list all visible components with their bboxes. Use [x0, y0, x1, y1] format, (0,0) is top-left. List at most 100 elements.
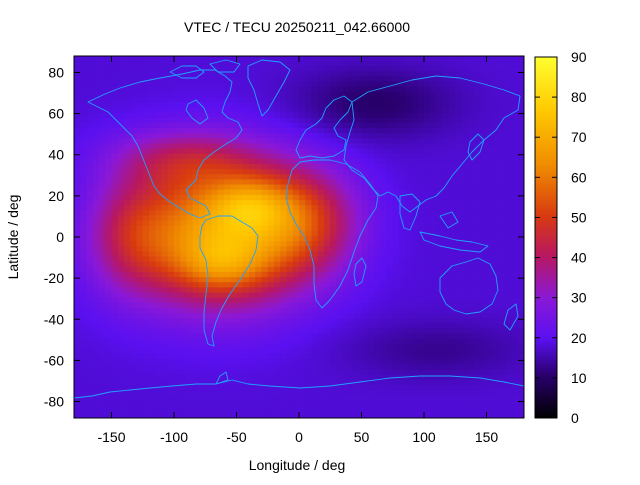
heatmap-cell: [236, 86, 244, 93]
heatmap-cell: [517, 354, 524, 360]
heatmap-cell: [355, 292, 363, 299]
heatmap-cell: [236, 405, 244, 412]
heatmap-cell: [374, 199, 381, 206]
heatmap-cell: [455, 241, 463, 247]
heatmap-cell: [249, 143, 256, 150]
heatmap-cell: [217, 364, 225, 371]
heatmap-cell: [186, 138, 194, 145]
heatmap-cell: [105, 410, 113, 417]
heatmap-cell: [136, 333, 144, 340]
heatmap-cell: [330, 313, 338, 319]
heatmap-cell: [386, 225, 394, 232]
heatmap-cell: [317, 313, 325, 319]
heatmap-cell: [386, 97, 394, 103]
heatmap-cell: [461, 112, 469, 119]
heatmap-cell: [461, 71, 469, 78]
heatmap-cell: [242, 261, 250, 268]
heatmap-cell: [486, 400, 494, 407]
heatmap-cell: [230, 256, 238, 263]
heatmap-cell: [336, 359, 344, 366]
heatmap-cell: [242, 246, 250, 252]
heatmap-cell: [136, 266, 144, 273]
heatmap-cell: [292, 179, 300, 186]
heatmap-cell: [517, 323, 524, 330]
heatmap-cell: [267, 230, 275, 237]
heatmap-cell: [424, 400, 431, 407]
heatmap-cell: [517, 148, 524, 155]
heatmap-cell: [455, 169, 463, 175]
heatmap-cell: [92, 307, 100, 314]
heatmap-cell: [442, 343, 450, 350]
heatmap-cell: [461, 241, 469, 247]
heatmap-cell: [92, 349, 100, 355]
heatmap-cell: [86, 71, 94, 78]
heatmap-cell: [355, 174, 363, 181]
heatmap-cell: [136, 313, 144, 319]
heatmap-cell: [405, 215, 413, 222]
heatmap-cell: [105, 405, 113, 412]
heatmap-cell: [167, 220, 175, 227]
heatmap-cell: [267, 199, 275, 206]
heatmap-cell: [436, 215, 444, 222]
heatmap-cell: [217, 163, 225, 170]
heatmap-cell: [286, 81, 294, 88]
heatmap-cell: [117, 56, 125, 62]
heatmap-cell: [161, 184, 169, 191]
heatmap-cell: [367, 266, 375, 273]
heatmap-cell: [424, 343, 431, 350]
heatmap-cell: [192, 61, 200, 67]
heatmap-cell: [492, 246, 500, 252]
heatmap-cell: [486, 271, 494, 278]
heatmap-cell: [230, 379, 238, 386]
heatmap-cell: [99, 71, 106, 78]
heatmap-cell: [355, 338, 363, 345]
heatmap-cell: [499, 71, 506, 78]
heatmap-cell: [517, 174, 524, 181]
heatmap-cell: [349, 385, 356, 391]
heatmap-cell: [92, 251, 100, 258]
heatmap-cell: [311, 354, 319, 360]
heatmap-cell: [374, 158, 381, 165]
heatmap-cell: [317, 56, 325, 62]
heatmap-cell: [467, 241, 475, 247]
heatmap-cell: [511, 71, 519, 78]
heatmap-cell: [186, 271, 194, 278]
heatmap-cell: [505, 282, 513, 288]
heatmap-cell: [374, 76, 381, 83]
heatmap-cell: [505, 256, 513, 263]
heatmap-cell: [442, 277, 450, 283]
heatmap-cell: [199, 328, 206, 335]
heatmap-cell: [311, 390, 319, 396]
heatmap-cell: [130, 323, 138, 330]
heatmap-cell: [467, 369, 475, 376]
heatmap-cell: [417, 81, 425, 88]
heatmap-cell: [199, 343, 206, 350]
heatmap-cell: [311, 61, 319, 67]
heatmap-cell: [142, 153, 150, 160]
heatmap-cell: [411, 271, 419, 278]
heatmap-cell: [492, 117, 500, 124]
heatmap-cell: [130, 282, 138, 288]
heatmap-cell: [405, 307, 413, 314]
heatmap-cell: [217, 395, 225, 402]
heatmap-cell: [474, 343, 481, 350]
heatmap-cell: [455, 354, 463, 360]
heatmap-cell: [436, 369, 444, 376]
heatmap-cell: [174, 179, 181, 186]
heatmap-cell: [517, 379, 524, 386]
heatmap-cell: [249, 184, 256, 191]
heatmap-cell: [161, 390, 169, 396]
heatmap-cell: [367, 354, 375, 360]
heatmap-cell: [86, 235, 94, 242]
heatmap-cell: [361, 354, 369, 360]
heatmap-cell: [224, 343, 231, 350]
heatmap-cell: [386, 153, 394, 160]
heatmap-cell: [199, 112, 206, 119]
heatmap-cell: [105, 210, 113, 216]
heatmap-cell: [499, 297, 506, 304]
heatmap-cell: [105, 374, 113, 381]
heatmap-cell: [386, 210, 394, 216]
heatmap-cell: [286, 138, 294, 145]
heatmap-cell: [461, 215, 469, 222]
heatmap-cell: [449, 287, 456, 294]
